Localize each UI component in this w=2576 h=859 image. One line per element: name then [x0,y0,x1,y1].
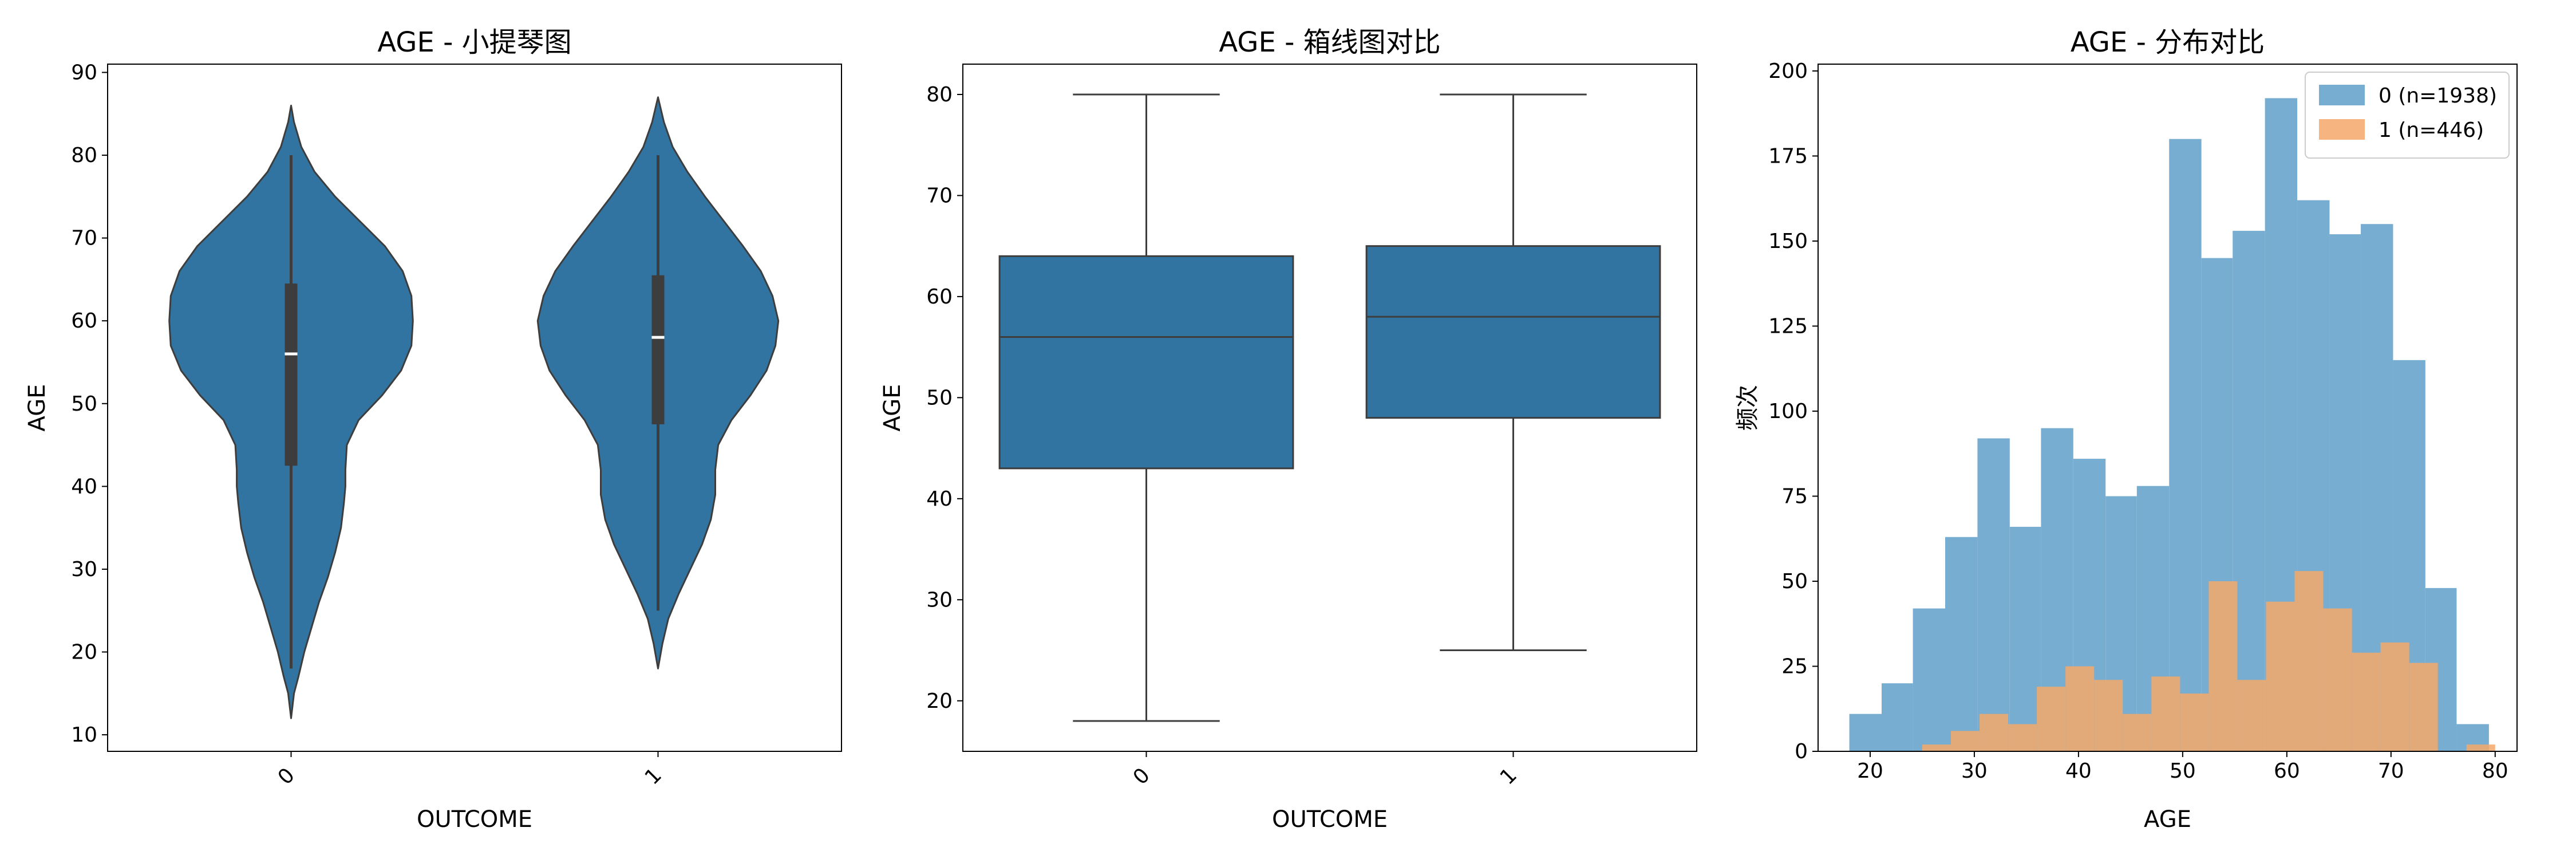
legend-swatch-0 [2319,85,2365,105]
y-tick-label: 60 [926,285,953,309]
x-tick-label: 70 [2378,759,2404,783]
hist-bar-1 [2323,608,2352,751]
y-tick-label: 10 [71,723,97,747]
hist-bar-1 [2094,680,2123,751]
y-tick-label: 20 [71,641,97,664]
y-tick-label: 200 [1768,60,1808,83]
hist-bar-1 [2180,693,2209,751]
x-tick-label: 60 [2274,759,2300,783]
hist-bar-0 [2009,526,2041,751]
chart-title: AGE - 分布对比 [2071,26,2265,58]
y-tick-label: 175 [1768,144,1808,168]
hist-bar-1 [2352,652,2381,751]
x-axis-label: OUTCOME [1272,806,1388,833]
hist-bar-1 [2123,714,2152,751]
y-tick-label: 150 [1768,230,1808,253]
x-tick-label: 1 [1496,763,1522,789]
y-tick-label: 90 [71,61,97,84]
violin-iqr-box-0 [285,283,298,466]
hist-bar-1 [2380,642,2409,751]
hist-bar-1 [1980,714,2009,751]
x-tick-label: 1 [641,763,666,789]
x-axis-label: AGE [2144,806,2191,833]
legend: 0 (n=1938) 1 (n=446) [2305,72,2510,159]
chart-title: AGE - 小提琴图 [377,26,571,58]
hist-bar-0 [1977,438,2010,751]
y-tick-label: 80 [71,144,97,167]
chart-title: AGE - 箱线图对比 [1219,26,1440,58]
hist-bar-0 [1945,537,1978,751]
hist-bar-1 [2266,601,2295,751]
hist-bar-1 [2151,676,2180,751]
hist-bar-1 [1951,731,1980,751]
y-axis-label: AGE [24,384,50,432]
hist-bar-1 [2466,744,2495,751]
y-tick-label: 20 [926,689,953,713]
hist-bar-1 [2237,680,2266,751]
y-tick-label: 75 [1781,484,1808,508]
hist-bar-1 [2294,571,2324,751]
y-tick-label: 50 [1781,570,1808,593]
x-tick-label: 0 [1129,763,1155,789]
axes-frame [1818,64,2518,752]
y-tick-label: 100 [1768,400,1808,423]
y-tick-label: 0 [1795,740,1808,763]
hist-bar-0 [2169,139,2202,751]
y-tick-label: 50 [926,386,953,409]
y-tick-label: 25 [1781,655,1808,678]
y-tick-label: 125 [1768,314,1808,338]
violin-iqr-box-1 [651,275,665,424]
x-axis-label: OUTCOME [417,806,532,833]
y-tick-label: 50 [71,392,97,416]
x-tick-label: 0 [274,763,299,789]
legend-label-0: 0 (n=1938) [2379,84,2497,108]
box-1 [1365,245,1661,419]
x-tick-label: 80 [2482,759,2508,783]
hist-bar-0 [1913,608,1945,751]
legend-swatch-1 [2319,119,2365,140]
box-0 [998,255,1294,470]
y-tick-label: 80 [926,83,953,107]
y-tick-label: 30 [926,588,953,612]
hist-bar-0 [2233,231,2265,751]
axes-1: AGE - 小提琴图 OUTCOME AGE 10 20 30 40 50 60 70 80 90 0 1 [24,26,842,833]
hist-bar-0 [1882,683,1913,751]
axes-frame [107,64,842,752]
x-tick-label: 40 [2065,759,2092,783]
hist-bar-0 [1849,714,1882,751]
hist-bar-1 [2208,581,2238,751]
hist-bar-1 [2008,724,2037,751]
y-tick-label: 70 [926,184,953,207]
y-tick-label: 40 [926,487,953,511]
y-tick-label: 30 [71,558,97,581]
y-axis-label: 频次 [1735,385,1761,431]
y-tick-label: 60 [71,309,97,333]
hist-bar-1 [2409,663,2438,751]
x-tick-label: 20 [1857,759,1883,783]
y-tick-label: 40 [71,475,97,498]
axes-2: AGE - 箱线图对比 OUTCOME AGE 20 30 40 50 60 70 80 0 1 [879,26,1697,833]
axes-3: AGE - 分布对比 AGE 频次 0 25 50 75 100 125 150 175 200 20 3… [1735,26,2518,833]
legend-label-1: 1 (n=446) [2379,119,2484,142]
hist-bar-1 [1922,744,1951,751]
axes-frame [962,64,1697,752]
x-tick-label: 30 [1961,759,1988,783]
y-tick-label: 70 [71,227,97,250]
y-axis-label: AGE [879,384,906,432]
hist-bar-1 [2037,687,2066,751]
x-tick-label: 50 [2170,759,2196,783]
hist-bar-1 [2065,666,2095,751]
